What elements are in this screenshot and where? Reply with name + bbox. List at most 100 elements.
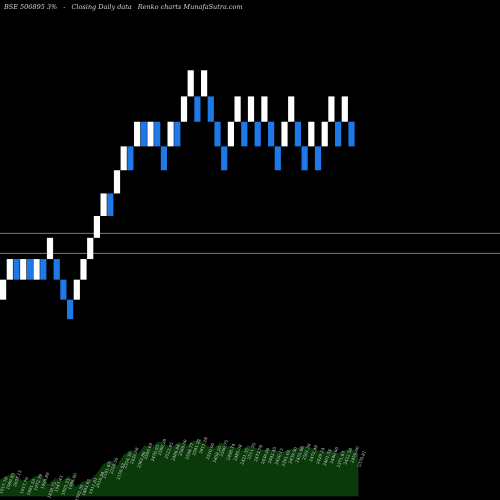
brick-20 (127, 146, 134, 171)
brick-23 (147, 121, 154, 147)
brick-52 (341, 96, 348, 122)
brick-30 (194, 96, 201, 122)
stock-code: BSE 506895 3% (4, 3, 58, 11)
brick-15 (93, 215, 100, 238)
price-label-3: 2037.13 (12, 469, 23, 487)
brick-32 (207, 96, 214, 122)
chart-subtitle: Closing Daily data (71, 3, 132, 11)
price-label-52: 2450.00 (349, 445, 360, 463)
price-label-9: 1947.43 (53, 474, 64, 492)
price-label-47: 2429.24 (315, 447, 326, 465)
price-label-27: 2569.60 (177, 438, 188, 456)
brick-9 (53, 259, 60, 280)
brick-47 (308, 121, 315, 147)
price-label-37: 2511.70 (246, 442, 257, 460)
price-label-17: 2256.50 (108, 457, 119, 475)
price-label-2: 1989.83 (5, 472, 16, 490)
price-label-31: 2510.00 (205, 442, 216, 460)
price-label-15: 2016.94 (95, 470, 106, 488)
price-label-29: 2581.92 (191, 438, 202, 456)
trend-arrows: - (63, 3, 66, 11)
brick-6 (33, 259, 40, 280)
price-label-23: 2476.93 (150, 444, 161, 462)
brick-27 (174, 121, 181, 147)
price-label-19: 2354.30 (122, 451, 133, 469)
price-label-51: 2422.58 (342, 447, 353, 465)
brick-18 (113, 170, 121, 194)
price-label-36: 2421.35 (239, 447, 250, 465)
volume-labels: 1917.791989.832037.131917.791891.551972.… (0, 436, 367, 500)
brand-name: Renko charts MunafaSutra.com (137, 3, 243, 11)
brick-3 (13, 259, 20, 280)
price-label-21: 2362.80 (136, 450, 147, 468)
brick-35 (227, 121, 234, 147)
price-label-43: 2439.50 (287, 446, 298, 464)
brick-11 (67, 299, 74, 320)
brick-41 (268, 121, 275, 147)
price-label-10: 1893.33 (60, 478, 71, 496)
brick-13 (80, 259, 87, 280)
price-label-14: 1911.61 (88, 476, 99, 494)
price-label-33: 2560.75 (219, 439, 230, 457)
brick-37 (241, 121, 248, 147)
brick-46 (301, 146, 308, 171)
brick-42 (274, 146, 281, 171)
brick-40 (261, 96, 268, 122)
price-label-32: 2458.20 (212, 445, 223, 463)
price-label-22: 2509.69 (143, 442, 154, 460)
price-label-53: 2376.81 (356, 450, 367, 468)
brick-22 (140, 121, 147, 147)
reference-lines (0, 232, 500, 254)
brick-14 (87, 237, 94, 260)
brick-24 (154, 121, 161, 147)
brick-17 (107, 193, 114, 216)
price-label-39: 2430.00 (260, 447, 271, 465)
price-label-42: 2391.02 (281, 449, 292, 467)
price-label-5: 1891.55 (26, 478, 37, 496)
price-label-44: 2455.66 (294, 445, 305, 463)
brick-12 (73, 279, 80, 300)
brick-34 (221, 146, 228, 171)
chart-header: BSE 506895 3% - Closing Daily data Renko ch… (4, 3, 249, 11)
brick-21 (134, 121, 141, 147)
price-label-35: 2485.08 (232, 443, 243, 461)
brick-31 (201, 70, 208, 97)
brick-36 (234, 96, 241, 122)
price-label-25: 2523.45 (163, 441, 174, 459)
brick-43 (281, 121, 288, 147)
brick-28 (180, 96, 188, 122)
price-label-1: 1917.79 (0, 476, 9, 494)
brick-53 (348, 121, 355, 147)
price-label-20: 2432.68 (129, 446, 140, 464)
price-label-46: 2472.48 (308, 444, 319, 462)
price-label-24: 2580.28 (157, 438, 168, 456)
brick-50 (328, 96, 335, 122)
brick-38 (247, 96, 255, 122)
price-label-28: 2508.77 (184, 442, 195, 460)
price-label-7: 1998.89 (40, 471, 51, 489)
brick-49 (321, 121, 328, 147)
price-label-30: 2611.28 (198, 436, 209, 454)
price-label-13: 1883.83 (81, 478, 92, 496)
brick-45 (294, 121, 301, 147)
brick-7 (40, 259, 47, 280)
price-label-12: 1792.35 (74, 483, 85, 500)
brick-8 (46, 237, 54, 260)
brick-26 (167, 121, 174, 147)
price-label-8: 1838.72 (46, 481, 57, 499)
price-label-40: 2442.45 (267, 446, 278, 464)
brick-1 (0, 279, 7, 300)
brick-4 (20, 259, 27, 280)
brick-2 (6, 259, 13, 280)
price-label-6: 1972.79 (33, 473, 44, 491)
price-label-26: 2486.84 (170, 443, 181, 461)
volume-area (0, 439, 359, 497)
brick-10 (60, 279, 67, 300)
price-label-16: 2181.63 (102, 461, 113, 479)
price-label-4: 1917.79 (19, 476, 30, 494)
renko-bricks (0, 70, 355, 320)
brick-5 (26, 259, 33, 280)
price-label-45: 2501.30 (301, 442, 312, 460)
